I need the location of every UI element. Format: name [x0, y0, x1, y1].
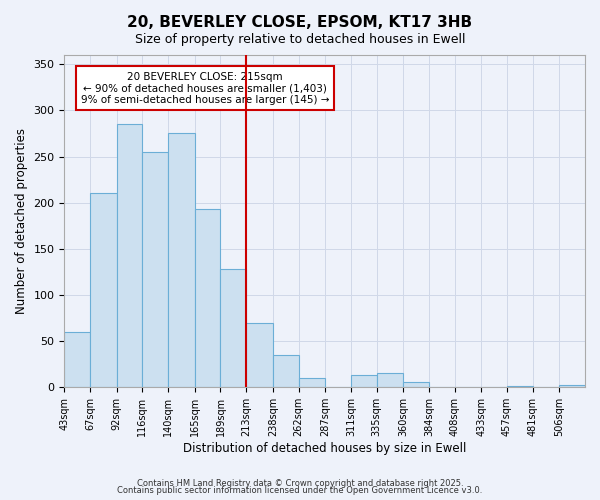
Text: 20, BEVERLEY CLOSE, EPSOM, KT17 3HB: 20, BEVERLEY CLOSE, EPSOM, KT17 3HB: [127, 15, 473, 30]
Bar: [220, 269, 246, 388]
Bar: [168, 134, 195, 388]
Bar: [507, 386, 533, 388]
Bar: [246, 322, 273, 388]
Bar: [377, 374, 403, 388]
Text: Contains public sector information licensed under the Open Government Licence v3: Contains public sector information licen…: [118, 486, 482, 495]
Bar: [90, 194, 117, 388]
Bar: [299, 378, 325, 388]
X-axis label: Distribution of detached houses by size in Ewell: Distribution of detached houses by size …: [183, 442, 466, 455]
Bar: [117, 124, 142, 388]
Bar: [403, 382, 429, 388]
Y-axis label: Number of detached properties: Number of detached properties: [15, 128, 28, 314]
Bar: [195, 209, 220, 388]
Text: 20 BEVERLEY CLOSE: 215sqm
← 90% of detached houses are smaller (1,403)
9% of sem: 20 BEVERLEY CLOSE: 215sqm ← 90% of detac…: [81, 72, 329, 105]
Bar: [64, 332, 90, 388]
Text: Contains HM Land Registry data © Crown copyright and database right 2025.: Contains HM Land Registry data © Crown c…: [137, 478, 463, 488]
Bar: [351, 376, 377, 388]
Text: Size of property relative to detached houses in Ewell: Size of property relative to detached ho…: [135, 32, 465, 46]
Bar: [559, 384, 585, 388]
Bar: [142, 152, 168, 388]
Bar: [273, 355, 299, 388]
